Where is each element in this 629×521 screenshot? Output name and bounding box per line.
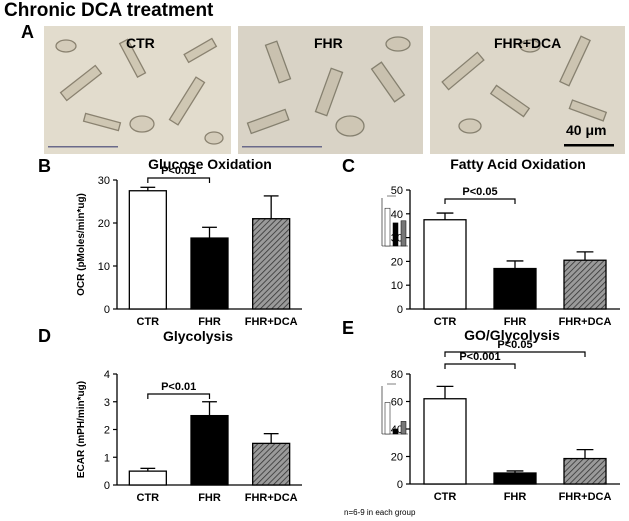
x-tick-label: FHR [198, 316, 221, 328]
panel-d-svg: D Glycolysis 0 1 2 3 4 ECAR (mPH/min*ug) CTR FHR F… [38, 326, 302, 504]
micrograph-fhr-dca: FHR+DCA 40 μm [430, 26, 625, 154]
footnote: n=6-9 in each group [344, 508, 416, 517]
y-tick-label: 0 [104, 304, 110, 316]
bar-fhr-dca [563, 259, 607, 310]
y-tick-label: 0 [397, 479, 403, 491]
panel-letter-d: D [38, 326, 51, 346]
y-axis-label: OCR (pMoles/min*ug) [76, 193, 87, 296]
bar-ctr [128, 190, 167, 310]
micrograph-fhr-dca-texture [430, 26, 625, 154]
bar-fhr-dca [563, 457, 607, 485]
y-tick-label: 10 [391, 280, 403, 292]
bar-fhr-dca [252, 442, 291, 486]
y-tick-label: 2 [104, 425, 110, 437]
bar-ctr [423, 219, 467, 310]
chart-title: Glycolysis [163, 328, 233, 344]
panel-letter-a: A [21, 22, 34, 42]
inset-bar [384, 207, 391, 247]
bar-ctr [128, 470, 167, 486]
chart-title: Fatty Acid Oxidation [450, 156, 586, 172]
micrograph-ctr-label: CTR [126, 35, 155, 51]
inset-bar [400, 220, 407, 247]
panel-e-chart: EGO/Glycolysis020406080CTRFHRFHR+DCAP<0.… [318, 318, 629, 507]
significance-bracket [444, 351, 586, 357]
panel-b-svg: B Glucose Oxidation 0 10 20 30 OCR (pMoles/min… [38, 156, 302, 328]
micrograph-fhr-texture [238, 26, 423, 154]
x-tick-label: FHR [198, 492, 221, 504]
micrograph-fhr-dca-label: FHR+DCA [494, 35, 562, 51]
inset-thumbnail [381, 195, 408, 247]
micrograph-ctr: CTR [44, 26, 231, 154]
panel-d-chart: D Glycolysis 0 1 2 3 4 ECAR (mPH/min*ug) CTR FHR F… [0, 322, 310, 507]
y-tick-label: 60 [391, 397, 403, 409]
x-tick-label: CTR [137, 316, 160, 328]
y-tick-label: 0 [397, 304, 403, 316]
significance-bracket [147, 177, 211, 183]
y-tick-label: 4 [104, 369, 110, 381]
panel-letter-e: E [342, 318, 354, 338]
x-tick-label: FHR+DCA [559, 491, 612, 503]
bar-fhr-dca [252, 218, 291, 310]
y-tick-label: 3 [104, 397, 110, 409]
y-tick-label: 80 [391, 369, 403, 381]
scale-bar-label: 40 μm [566, 122, 607, 138]
inset-bar [384, 402, 391, 435]
bar-ctr [423, 398, 467, 485]
micrograph-fhr: FHR [238, 26, 423, 154]
micrograph-fhr-label: FHR [314, 35, 343, 51]
y-tick-label: 20 [391, 452, 403, 464]
significance-label: P<0.05 [497, 339, 532, 351]
bar-fhr [190, 414, 229, 486]
x-tick-label: CTR [434, 316, 457, 328]
significance-label: P<0.001 [459, 351, 500, 363]
significance-bracket [444, 198, 516, 204]
panel-letter-c: C [342, 156, 355, 176]
bar-fhr [493, 472, 537, 485]
inset-bar [400, 421, 407, 435]
x-tick-label: FHR [504, 491, 527, 503]
inset-bar [392, 428, 399, 435]
y-tick-label: 30 [98, 175, 110, 187]
bar-fhr [493, 267, 537, 310]
y-tick-label: 0 [104, 480, 110, 492]
significance-label: P<0.05 [462, 186, 497, 198]
y-tick-label: 1 [104, 452, 110, 464]
figure-title: Chronic DCA treatment [4, 0, 214, 21]
y-tick-label: 20 [391, 256, 403, 268]
panel-e-svg: EGO/Glycolysis020406080CTRFHRFHR+DCAP<0.… [342, 318, 620, 503]
panel-letter-b: B [38, 156, 51, 176]
significance-bracket [147, 393, 211, 399]
chart-title: GO/Glycolysis [464, 327, 560, 343]
x-tick-label: CTR [434, 491, 457, 503]
chart-title: Glucose Oxidation [148, 156, 272, 172]
x-tick-label: CTR [137, 492, 160, 504]
y-axis-label: ECAR (mPH/min*ug) [76, 381, 87, 478]
significance-bracket [444, 363, 516, 369]
x-tick-label: FHR+DCA [559, 316, 612, 328]
inset-bar [392, 222, 399, 247]
bar-fhr [190, 237, 229, 310]
inset-thumbnail [381, 383, 408, 435]
panel-b-chart: B Glucose Oxidation 0 10 20 30 OCR (pMoles/min… [0, 150, 310, 330]
x-tick-label: FHR [504, 316, 527, 328]
y-tick-label: 20 [98, 218, 110, 230]
y-tick-label: 40 [391, 209, 403, 221]
micrograph-ctr-texture [44, 26, 231, 154]
y-tick-label: 50 [391, 185, 403, 197]
x-tick-label: FHR+DCA [245, 316, 298, 328]
x-tick-label: FHR+DCA [245, 492, 298, 504]
significance-label: P<0.01 [161, 165, 196, 177]
significance-label: P<0.01 [161, 381, 196, 393]
y-tick-label: 10 [98, 261, 110, 273]
